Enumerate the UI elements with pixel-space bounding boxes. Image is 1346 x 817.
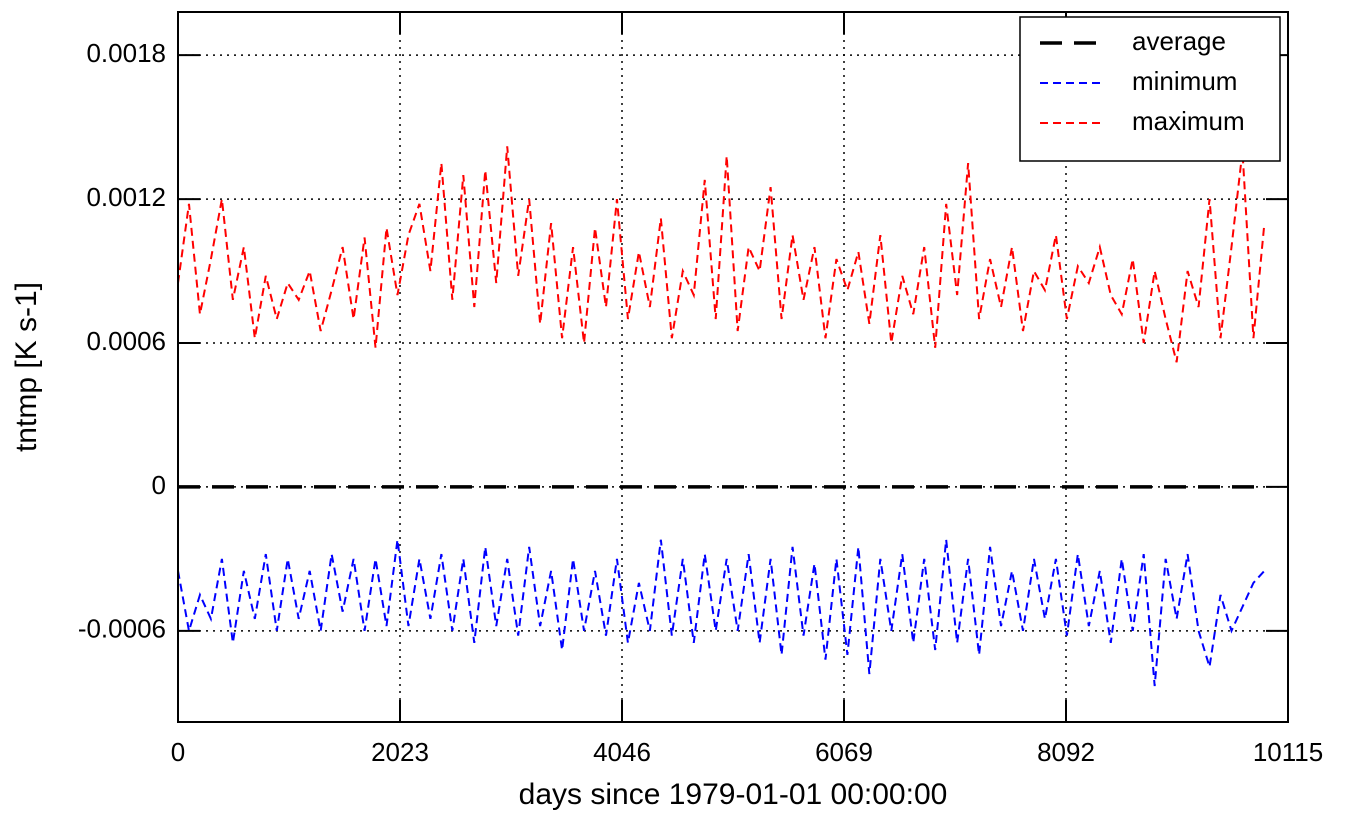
x-tick-label: 8092: [1037, 737, 1095, 767]
legend-box: [1019, 16, 1281, 162]
y-tick-label: 0.0006: [86, 326, 166, 356]
x-tick-label: 6069: [815, 737, 873, 767]
x-tick-label: 2023: [371, 737, 429, 767]
legend-label: average: [1132, 26, 1226, 56]
y-axis-label: tntmp [K s-1]: [10, 282, 43, 452]
x-tick-label: 10115: [1253, 737, 1323, 767]
x-tick-label: 4046: [593, 737, 651, 767]
x-axis-label: days since 1979-01-01 00:00:00: [519, 778, 948, 811]
series-line: [177, 146, 1266, 363]
plot-frame: [177, 11, 1289, 723]
y-tick-label: 0.0018: [86, 38, 166, 68]
legend-label: maximum: [1132, 106, 1245, 136]
y-tick-label: 0: [152, 470, 166, 500]
series-line: [177, 539, 1266, 687]
x-tick-label: 0: [171, 737, 185, 767]
y-tick-label: 0.0012: [86, 182, 166, 212]
legend-label: minimum: [1132, 66, 1237, 96]
y-tick-label: -0.0006: [78, 614, 166, 644]
